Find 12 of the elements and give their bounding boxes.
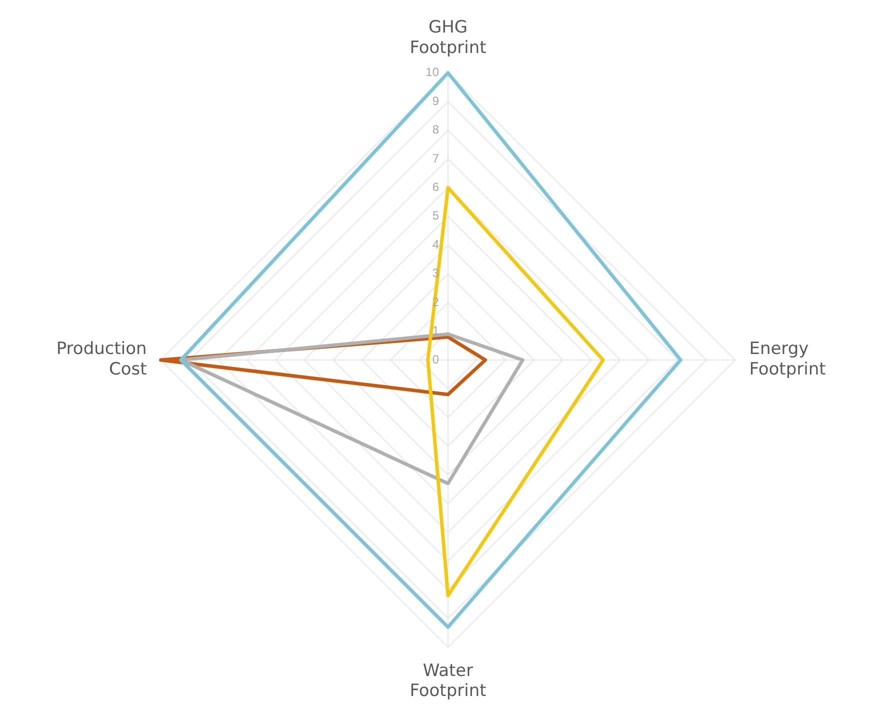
y-tick-label: 4 [432, 237, 440, 252]
y-tick-label: 7 [432, 151, 440, 166]
spoke-label: Energy Footprint [749, 339, 826, 380]
spoke-label: Water Footprint [410, 660, 487, 702]
y-tick-label: 9 [432, 94, 440, 108]
y-tick-label: 0 [432, 352, 440, 366]
spoke-label: Production Cost [56, 339, 148, 380]
y-tick-label: 8 [432, 122, 440, 137]
y-tick-label: 6 [432, 180, 440, 194]
y-tick-label: 10 [426, 65, 440, 80]
y-tick-label: 5 [432, 208, 440, 223]
spoke-label: GHG Footprint [410, 18, 487, 58]
